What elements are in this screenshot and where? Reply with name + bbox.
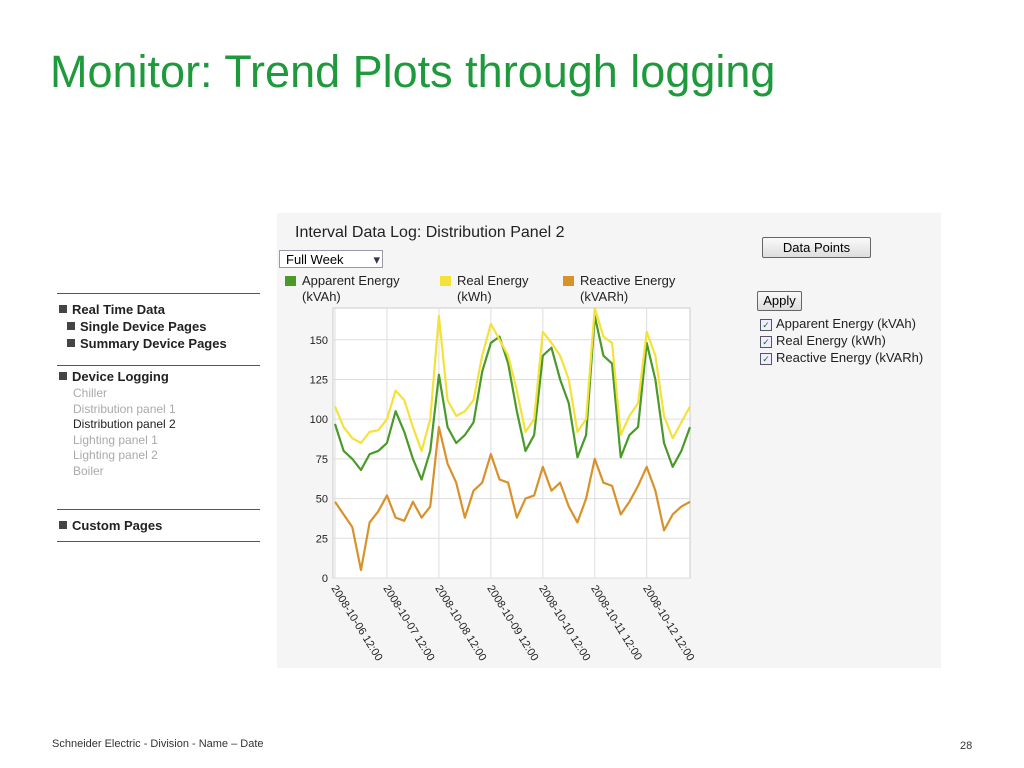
x-tick-label: 2008-10-10 12:00 [536, 583, 592, 663]
divider [57, 541, 260, 542]
footer: Schneider Electric - Division - Name – D… [52, 738, 264, 750]
nav-subheader[interactable]: Summary Device Pages [67, 336, 227, 351]
divider [57, 509, 260, 510]
nav-item[interactable]: Lighting panel 1 [73, 432, 158, 447]
y-tick-label: 75 [316, 454, 328, 466]
panel-title: Interval Data Log: Distribution Panel 2 [295, 224, 565, 241]
legend-swatch [285, 276, 296, 286]
x-tick-label: 2008-10-09 12:00 [484, 583, 540, 663]
series-checkbox[interactable]: Apparent Energy (kVAh) [760, 316, 916, 331]
nav-item[interactable]: Distribution panel 1 [73, 401, 176, 416]
divider [57, 293, 260, 294]
y-tick-label: 0 [322, 573, 328, 585]
series-line [333, 306, 691, 453]
series-checkbox[interactable]: Real Energy (kWh) [760, 333, 886, 348]
legend-entry: Apparent Energy (kVAh) [285, 273, 432, 305]
sidebar: Real Time Data Device Logging Custom Pag… [57, 293, 260, 543]
series-checkbox[interactable]: Reactive Energy (kVARh) [760, 350, 923, 365]
slide-title: Monitor: Trend Plots through logging [50, 46, 776, 97]
y-tick-label: 125 [310, 374, 328, 386]
nav-subheader[interactable]: Single Device Pages [67, 319, 206, 334]
data-points-button[interactable]: Data Points [762, 237, 871, 258]
legend-entry: Real Energy (kWh) [440, 273, 557, 305]
x-tick-label: 2008-10-06 12:00 [328, 583, 384, 663]
legend-swatch [563, 276, 574, 286]
nav-item[interactable]: Lighting panel 2 [73, 448, 158, 462]
nav-header[interactable]: Device Logging [59, 369, 169, 384]
y-tick-label: 150 [310, 335, 328, 347]
y-tick-label: 100 [310, 414, 328, 426]
nav-header[interactable]: Custom Pages [59, 518, 162, 533]
legend-swatch [440, 276, 451, 286]
nav-header[interactable]: Real Time Data [59, 302, 165, 317]
legend-entry: Reactive Energy (kVARh) [563, 273, 700, 305]
divider [57, 365, 260, 366]
range-select[interactable]: Full Week [279, 250, 383, 269]
series-line [334, 426, 691, 572]
page-number: 28 [960, 740, 973, 752]
x-tick-label: 2008-10-08 12:00 [432, 583, 488, 663]
nav-item[interactable]: Boiler [73, 463, 104, 478]
y-tick-label: 25 [316, 533, 328, 545]
apply-button[interactable]: Apply [757, 291, 802, 311]
x-tick-label: 2008-10-07 12:00 [380, 583, 436, 663]
x-tick-label: 2008-10-11 12:00 [588, 583, 644, 662]
x-tick-label: 2008-10-12 12:00 [640, 583, 696, 663]
series-line [333, 314, 692, 481]
plot-area [332, 307, 691, 579]
nav-item[interactable]: Distribution panel 2 [73, 417, 176, 431]
nav-item[interactable]: Chiller [73, 386, 108, 400]
y-tick-label: 50 [316, 494, 328, 506]
